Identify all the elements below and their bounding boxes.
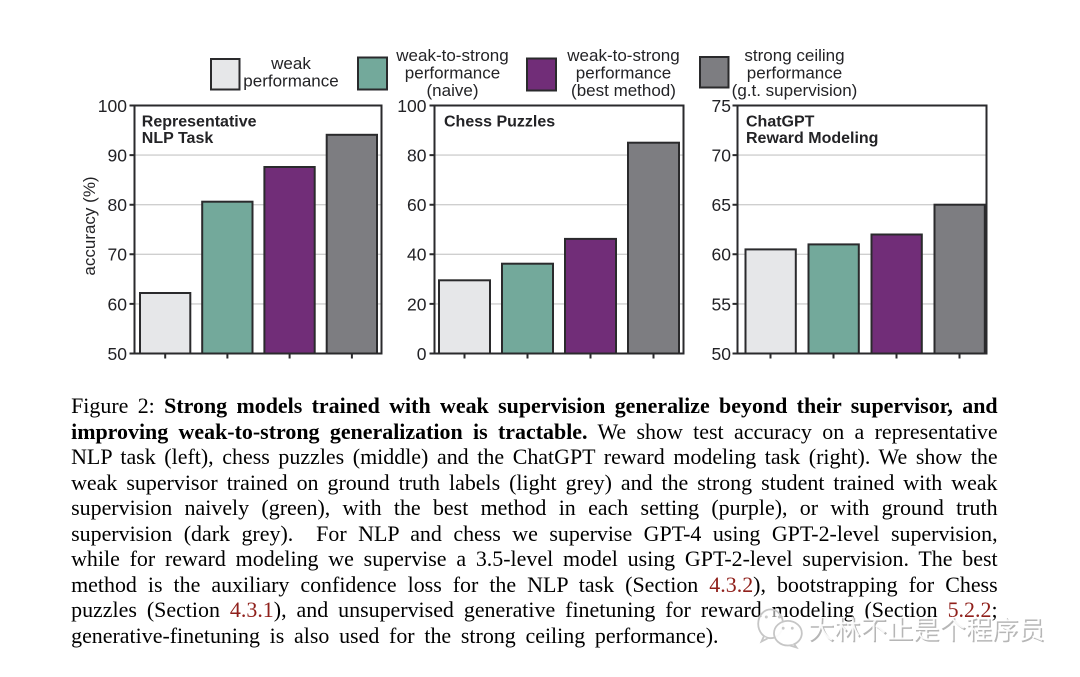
svg-text:60: 60 (108, 294, 128, 314)
svg-text:strong ceiling: strong ceiling (744, 46, 844, 65)
svg-text:Reward Modeling: Reward Modeling (746, 130, 878, 147)
svg-text:80: 80 (108, 195, 128, 215)
svg-text:70: 70 (712, 146, 732, 166)
svg-text:accuracy (%): accuracy (%) (80, 176, 99, 275)
svg-text:performance: performance (243, 72, 338, 91)
svg-text:weak-to-strong: weak-to-strong (566, 46, 679, 65)
svg-text:performance: performance (747, 64, 842, 83)
svg-text:80: 80 (407, 146, 427, 166)
svg-text:100: 100 (397, 96, 426, 116)
svg-text:weak: weak (270, 54, 311, 73)
svg-text:50: 50 (108, 344, 128, 364)
svg-text:(best method): (best method) (571, 81, 676, 100)
svg-text:20: 20 (407, 294, 427, 314)
svg-text:40: 40 (407, 245, 427, 265)
svg-text:weak-to-strong: weak-to-strong (395, 46, 508, 65)
svg-text:60: 60 (712, 245, 732, 265)
svg-text:100: 100 (98, 96, 127, 116)
svg-text:55: 55 (712, 294, 731, 314)
svg-text:65: 65 (712, 195, 731, 215)
svg-text:(g.t. supervision): (g.t. supervision) (732, 81, 858, 100)
svg-text:60: 60 (407, 195, 427, 215)
svg-text:performance: performance (405, 64, 500, 83)
svg-text:performance: performance (576, 64, 671, 83)
svg-text:(naive): (naive) (427, 81, 479, 100)
svg-text:ChatGPT: ChatGPT (746, 114, 815, 131)
svg-text:50: 50 (712, 344, 732, 364)
svg-text:90: 90 (108, 146, 128, 166)
svg-text:70: 70 (108, 245, 128, 265)
svg-text:Chess Puzzles: Chess Puzzles (444, 114, 555, 131)
svg-text:75: 75 (712, 96, 731, 116)
svg-text:0: 0 (417, 344, 427, 364)
svg-text:Representative: Representative (142, 114, 257, 131)
svg-text:NLP Task: NLP Task (142, 130, 214, 147)
